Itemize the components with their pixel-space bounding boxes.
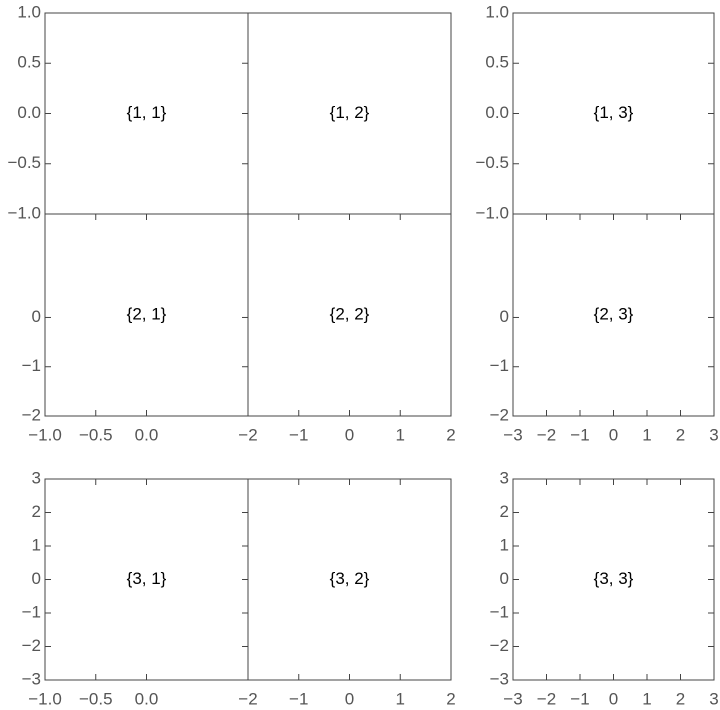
x-tick-label: −2 [238, 689, 257, 708]
x-tick-label: 2 [676, 689, 685, 708]
x-tick-label: −0.5 [79, 425, 113, 444]
x-tick-label: 0 [345, 689, 354, 708]
y-tick-label: 0 [500, 307, 509, 326]
y-tick-label: −0.5 [475, 153, 509, 172]
x-tick-label: 1 [642, 425, 651, 444]
x-tick-label: 2 [446, 425, 455, 444]
panel-label: {1, 1} [127, 103, 167, 122]
y-tick-label: 0 [32, 569, 41, 588]
x-tick-label: 0.0 [135, 689, 159, 708]
y-tick-label: −1.0 [475, 203, 509, 222]
x-tick-label: −1 [570, 689, 589, 708]
y-tick-label: 0.0 [17, 103, 41, 122]
x-tick-label: −1.0 [28, 425, 62, 444]
x-tick-label: 0 [609, 425, 618, 444]
x-tick-label: −1 [289, 425, 308, 444]
panel-label: {2, 3} [594, 304, 634, 323]
x-tick-label: −1 [289, 689, 308, 708]
panel-label: {1, 2} [330, 103, 370, 122]
x-tick-label: −3 [503, 425, 522, 444]
panel-label: {1, 3} [594, 103, 634, 122]
y-tick-label: 0 [500, 569, 509, 588]
x-tick-label: −2 [537, 425, 556, 444]
panel-label: {2, 1} [127, 304, 167, 323]
x-tick-label: 2 [446, 689, 455, 708]
x-tick-label: 1 [642, 689, 651, 708]
x-tick-label: −2 [537, 689, 556, 708]
y-tick-label: −2 [490, 636, 509, 655]
y-tick-label: −2 [22, 636, 41, 655]
y-tick-label: −0.5 [7, 153, 41, 172]
y-tick-label: 3 [32, 468, 41, 487]
y-tick-label: −3 [22, 669, 41, 688]
x-tick-label: −0.5 [79, 689, 113, 708]
y-tick-label: −1.0 [7, 203, 41, 222]
x-tick-label: 0.0 [135, 425, 159, 444]
panel-label: {3, 3} [594, 569, 634, 588]
y-tick-label: 2 [32, 502, 41, 521]
x-tick-label: 0 [345, 425, 354, 444]
x-tick-label: 3 [709, 425, 718, 444]
x-tick-label: −1.0 [28, 689, 62, 708]
y-tick-label: 1 [500, 535, 509, 554]
y-tick-label: 0.5 [485, 53, 509, 72]
y-tick-label: −2 [22, 405, 41, 424]
y-tick-label: 3 [500, 468, 509, 487]
y-tick-label: −2 [490, 405, 509, 424]
x-tick-label: −3 [503, 689, 522, 708]
y-tick-label: −1 [22, 356, 41, 375]
y-tick-label: 0 [32, 307, 41, 326]
y-tick-label: 0.5 [17, 53, 41, 72]
x-tick-label: 2 [676, 425, 685, 444]
y-tick-label: 0.0 [485, 103, 509, 122]
y-tick-label: 1.0 [17, 2, 41, 21]
panel-label: {2, 2} [330, 304, 370, 323]
x-tick-label: 1 [396, 425, 405, 444]
y-tick-label: −1 [490, 602, 509, 621]
x-tick-label: 0 [609, 689, 618, 708]
x-tick-label: −2 [238, 425, 257, 444]
x-tick-label: 1 [396, 689, 405, 708]
y-tick-label: 2 [500, 502, 509, 521]
y-tick-label: −1 [22, 602, 41, 621]
x-tick-label: 3 [709, 689, 718, 708]
y-tick-label: 1 [32, 535, 41, 554]
y-tick-label: −3 [490, 669, 509, 688]
y-tick-label: −1 [490, 356, 509, 375]
x-tick-label: −1 [570, 425, 589, 444]
panel-label: {3, 2} [330, 569, 370, 588]
panel-label: {3, 1} [127, 569, 167, 588]
y-tick-label: 1.0 [485, 2, 509, 21]
